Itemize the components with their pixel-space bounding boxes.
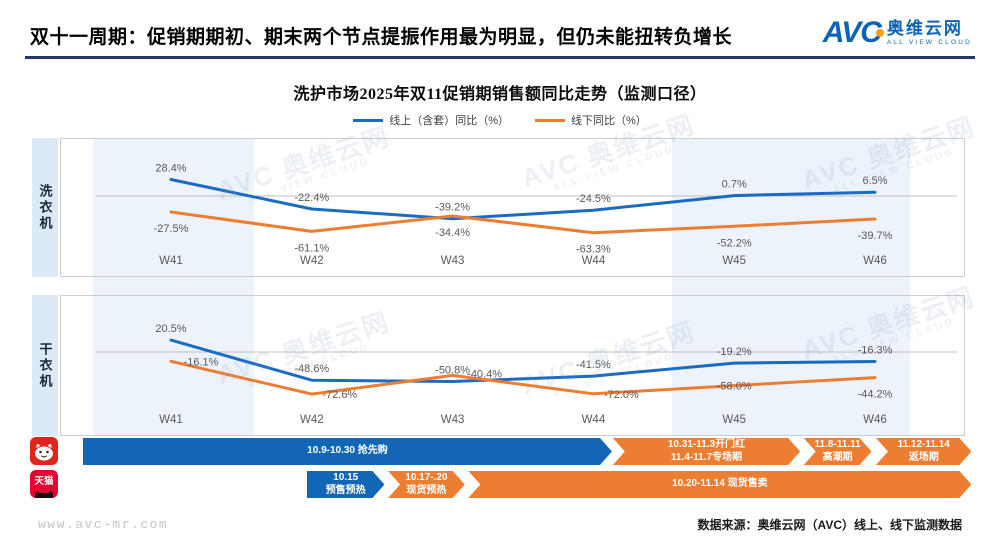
washer-chart-svg: 28.4% -22.4% -39.2% -24.5% 0.7% 6.5% -27.5% -61… [96, 163, 957, 267]
data-label: -41.5% [576, 359, 611, 371]
chart-legend: 线上（含套）同比（%） 线下同比（%） [0, 112, 1000, 128]
x-axis-label: W42 [300, 255, 324, 267]
logo-name-en: ALL VIEW CLOUD [886, 38, 972, 46]
timeline-segment: 10.31-11.3开门红 11.4-11.7专场期 [613, 438, 800, 465]
data-label: -34.4% [435, 227, 470, 239]
chart-title: 洗护市场2025年双11促销期销售额同比走势（监测口径） [293, 86, 707, 103]
legend-label: 线上（含套）同比（%） [389, 115, 509, 127]
data-label: -16.1% [184, 356, 219, 368]
data-label: 0.7% [722, 179, 747, 191]
highlight-band-w41 [93, 138, 254, 436]
promo-timeline: 天猫 10.9-10.30 抢先购 10.31-11.3开门红 11.4-11.7专… [30, 437, 975, 499]
x-axis-label: W42 [300, 414, 324, 426]
svg-text:天猫: 天猫 [34, 475, 54, 487]
data-label: -61.1% [294, 242, 329, 254]
legend-line-swatch [535, 118, 565, 122]
x-axis-label: W41 [159, 255, 183, 267]
x-axis-label: W44 [582, 414, 606, 426]
timeline-segment: 10.17-.20 现货预热 [388, 471, 465, 498]
data-label: -44.2% [858, 389, 893, 401]
series-line [169, 359, 877, 396]
data-label: -58.0% [717, 381, 752, 393]
dryer-chart-svg: 20.5% -48.6% -50.8% -41.5% -19.2% -16.3% -16.1… [96, 323, 957, 426]
jd-icon [30, 437, 58, 465]
timeline-segment: 10.20-11.14 现货售卖 [468, 471, 971, 498]
footer: www.avc-mr.com 数据来源：奥维云网（AVC）线上、线下监测数据 [38, 516, 962, 533]
avc-logo-icon: AVC [823, 16, 884, 50]
logo-name-cn: 奥维云网 [886, 18, 963, 38]
line-chart-panel-washer: 28.4% -22.4% -39.2% -24.5% 0.7% 6.5% -27.5% -61… [60, 138, 965, 277]
legend-label: 线下同比（%） [571, 115, 647, 127]
website-url: www.avc-mr.com [38, 517, 169, 532]
timeline-segment: 10.15 预售预热 [307, 471, 385, 498]
data-label: -39.7% [858, 230, 893, 242]
logo-orange-dot-icon [875, 29, 884, 37]
jd-timeline-row: 10.9-10.30 抢先购 10.31-11.3开门红 11.4-11.7专场期 1… [83, 438, 975, 465]
legend-item: 线下同比（%） [535, 112, 647, 128]
data-label: -39.2% [435, 202, 470, 214]
legend-item: 线上（含套）同比（%） [353, 112, 509, 128]
group-label-washer: 洗衣机 [32, 138, 58, 277]
data-label: 28.4% [155, 163, 186, 175]
data-label: 6.5% [862, 175, 887, 187]
data-label: -52.2% [717, 237, 752, 249]
series-line [169, 210, 877, 235]
x-axis-label: W46 [863, 414, 887, 426]
tmall-icon: 天猫 [30, 470, 58, 498]
tmall-timeline-row: 10.15 预售预热 10.17-.20 现货预热 10.20-11.14 现货售卖 [83, 471, 975, 498]
x-axis-label: W45 [722, 414, 746, 426]
timeline-segment: 11.8-11.11 高潮期 [804, 438, 872, 465]
data-label: -72.0% [604, 389, 639, 401]
x-axis-label: W44 [582, 255, 606, 267]
data-label: -19.2% [717, 346, 752, 358]
x-axis-label: W46 [863, 255, 887, 267]
data-label: -40.4% [467, 368, 502, 380]
data-label: -16.3% [858, 345, 893, 357]
x-axis-label: W43 [441, 414, 465, 426]
group-label-dryer: 干衣机 [32, 295, 58, 436]
avc-logo: AVC 奥维云网 ALL VIEW CLOUD [823, 16, 972, 50]
data-label: -24.5% [576, 193, 611, 205]
legend-line-swatch [353, 118, 384, 122]
x-axis-label: W45 [722, 255, 746, 267]
x-axis-label: W41 [159, 414, 183, 426]
timeline-segment: 11.12-11.14 返场期 [876, 438, 971, 465]
x-axis-label: W43 [441, 255, 465, 267]
data-source-note: 数据来源：奥维云网（AVC）线上、线下监测数据 [697, 518, 962, 532]
timeline-segment: 10.9-10.30 抢先购 [83, 438, 612, 465]
page-title: 双十一周期：促销期期初、期末两个节点提振作用最为明显，但仍未能扭转负增长 [30, 27, 733, 48]
charts-area: 洗衣机 干衣机 28.4% -22.4% -39.2% -24.5% 0.7% 6.5% -… [32, 138, 965, 436]
header-divider [25, 56, 975, 59]
data-label: -63.3% [576, 244, 611, 256]
series-line [169, 178, 877, 221]
data-label: -72.6% [322, 389, 357, 401]
data-label: 20.5% [155, 323, 186, 335]
series-line [169, 338, 877, 383]
data-label: -27.5% [154, 223, 189, 235]
data-label: -50.8% [435, 365, 470, 377]
data-label: -22.4% [294, 192, 329, 204]
line-chart-panel-dryer: 20.5% -48.6% -50.8% -41.5% -19.2% -16.3% -16.1… [60, 295, 965, 436]
data-label: -48.6% [294, 363, 329, 375]
